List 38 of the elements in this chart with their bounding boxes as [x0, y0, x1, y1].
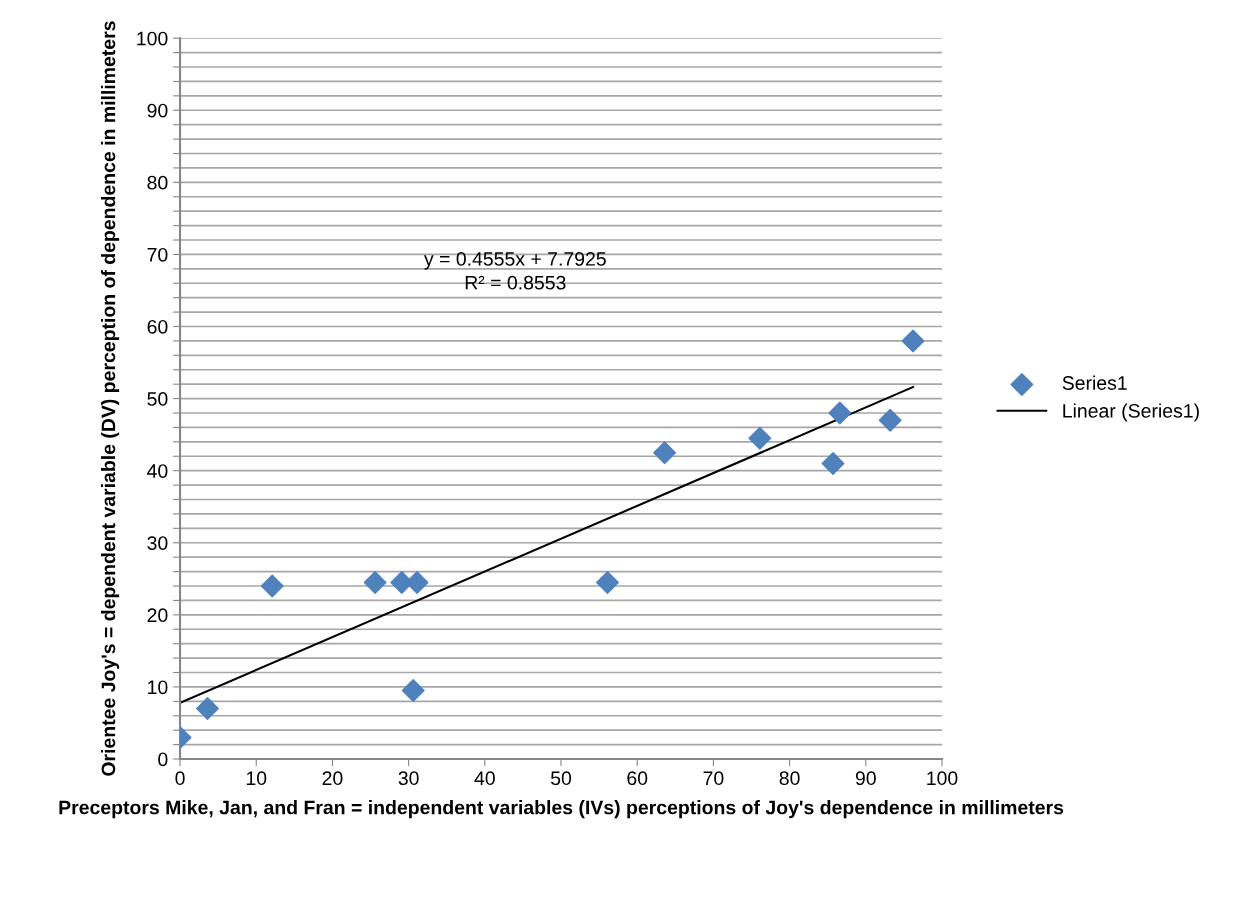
x-tick-label: 10 — [246, 771, 267, 786]
x-axis-title: Preceptors Mike, Jan, and Fran = independent variables (IVs) perceptions of Joy's dependence in millimeters — [59, 800, 1064, 819]
legend-label: Linear (Series1) — [1063, 403, 1199, 422]
point — [596, 570, 619, 594]
y-tick-label: 90 — [147, 103, 168, 118]
x-tick-label: 0 — [175, 771, 185, 786]
point — [828, 401, 852, 425]
point — [878, 408, 902, 432]
point — [901, 329, 925, 353]
point — [401, 679, 425, 702]
x-tick-label: 100 — [927, 771, 958, 786]
x-tick-label: 30 — [398, 771, 419, 786]
point — [653, 441, 677, 465]
point — [748, 426, 772, 450]
x-tick-label: 80 — [779, 771, 800, 786]
point — [196, 697, 219, 721]
y-tick-label: 30 — [147, 536, 168, 550]
annotation: y = 0.4555x + 7.7925 R² = 0.8553 — [423, 252, 606, 290]
point — [821, 452, 845, 475]
y-tick-label: 0 — [158, 752, 168, 767]
y-tick-label: 70 — [147, 247, 168, 262]
x-tick-label: 50 — [550, 771, 572, 786]
y-tick-label: 20 — [147, 608, 168, 623]
y-tick-label: 60 — [147, 319, 168, 334]
legend-label: Series1 — [1062, 375, 1127, 390]
y-tick-label: 50 — [147, 392, 168, 406]
x-tick-label: 40 — [474, 771, 495, 786]
y-axis-title: Orientee Joy's = dependent variable (DV) perception of dependence in millimeters — [101, 21, 120, 776]
y-tick-label: 40 — [147, 464, 168, 478]
x-tick-label: 90 — [855, 771, 876, 786]
y-tick-label: 10 — [148, 680, 168, 695]
point — [260, 574, 284, 598]
x-tick-label: 70 — [703, 771, 724, 786]
y-tick-label: 80 — [147, 175, 168, 190]
y-tick-label: 100 — [137, 31, 168, 46]
x-tick-label: 20 — [322, 771, 343, 786]
point — [363, 570, 387, 594]
x-tick-label: 60 — [627, 771, 648, 786]
